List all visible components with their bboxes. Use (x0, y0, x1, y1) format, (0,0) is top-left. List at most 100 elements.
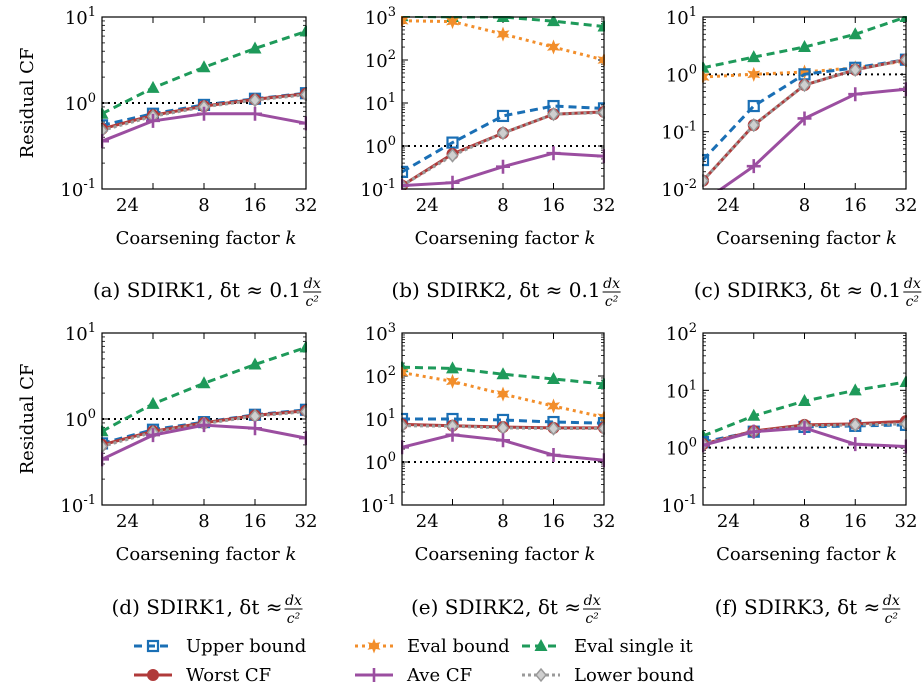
data-point-lower (849, 417, 862, 433)
data-point-single (299, 24, 307, 37)
chart-panel-4: 10-1 100 101 24 8 16 32 Coarsening factor k Resi… (17, 321, 317, 627)
data-point-ave (496, 159, 510, 174)
svg-text:dx: dx (304, 276, 321, 292)
series-line-single (101, 345, 307, 433)
plot-frame (101, 16, 307, 190)
y-tick-label: 10-2 (661, 177, 697, 201)
data-point-single (848, 27, 862, 40)
data-point-ave (797, 421, 812, 436)
x-axis-label: Coarsening factor k (716, 544, 897, 565)
x-tick-label: 8 (799, 511, 810, 532)
svg-text:dx: dx (883, 593, 900, 609)
y-axis-label: Residual CF (17, 364, 38, 475)
series-eval (401, 16, 605, 68)
caption-text: (a) SDIRK1, δt ≈ 0.1 (93, 278, 301, 302)
x-tick-label: 8 (497, 195, 508, 216)
data-point-single (248, 41, 262, 54)
data-point-ave (248, 421, 262, 436)
legend-label: Upper bound (186, 636, 306, 657)
chart-panel-6: 10-1 100 101 102 24 8 16 32 Coarsening factor k (… (661, 321, 917, 627)
data-point-lower (849, 62, 862, 77)
chart-panel-2: 10-1 100 101 102 103 24 8 16 32 Coarsening factor… (360, 5, 621, 310)
caption-text: (f) SDIRK3, δt ≈ (715, 595, 881, 619)
data-point-ave (848, 87, 863, 102)
x-axis-label: Coarsening factor k (116, 544, 297, 565)
x-axis-label: Coarsening factor k (415, 544, 596, 565)
series-line-upper (401, 104, 605, 174)
data-point-upper (446, 136, 459, 149)
data-point-ave (696, 195, 710, 209)
data-point-eval (597, 52, 605, 68)
legend-marker-lower (535, 667, 547, 683)
x-tick-label: 24 (116, 511, 139, 532)
series-line-single (702, 16, 907, 70)
series-line-upper (402, 417, 605, 425)
data-point-eval (446, 16, 459, 30)
data-point-eval (547, 39, 560, 55)
panel-caption: (e) SDIRK2, δt ≈ dx c² (411, 593, 602, 627)
data-point-ave (746, 424, 761, 439)
y-tick-label: 100 (666, 62, 697, 86)
legend-item-ave: Ave CF (355, 665, 472, 686)
x-tick-label: 32 (895, 511, 918, 532)
plot-frame (702, 16, 907, 190)
y-tick-label: 100 (365, 450, 396, 474)
legend: Upper bound Eval bound Eval single it Worst… (134, 636, 694, 686)
data-point-single (197, 376, 211, 389)
y-tick-label: 10-1 (60, 493, 96, 517)
legend-label: Eval bound (407, 636, 510, 657)
y-tick-label: 10-1 (60, 177, 96, 201)
svg-text:dx: dx (285, 593, 302, 609)
series-single (702, 16, 907, 73)
svg-text:c²: c² (906, 294, 920, 310)
x-tick-label: 16 (542, 195, 565, 216)
data-point-single (547, 16, 560, 27)
x-tick-label: 16 (244, 511, 267, 532)
caption-fraction: dx c² (903, 276, 922, 310)
y-tick-label: 10-1 (360, 493, 396, 517)
legend-label: Ave CF (406, 665, 472, 686)
y-axis-label: Residual CF (17, 48, 38, 159)
y-tick-label: 10-1 (661, 120, 697, 144)
caption-fraction: dx c² (303, 276, 322, 310)
data-point-eval (401, 16, 409, 29)
data-point-lower (547, 106, 560, 122)
y-tick-label: 102 (365, 48, 396, 72)
plot-frame (101, 332, 307, 506)
series-ave (696, 82, 907, 209)
data-point-ave (146, 428, 160, 443)
x-tick-label: 32 (593, 195, 616, 216)
data-point-single (101, 106, 109, 119)
data-point-single (197, 60, 211, 73)
data-point-ave (197, 418, 211, 433)
data-point-single (747, 408, 761, 421)
svg-text:dx: dx (584, 593, 601, 609)
y-tick-label: 103 (365, 5, 396, 29)
data-point-eval (401, 365, 409, 381)
y-tick-label: 10-1 (661, 493, 697, 517)
x-tick-label: 32 (295, 195, 318, 216)
data-point-eval (496, 26, 510, 42)
panel-caption: (a) SDIRK1, δt ≈ 0.1 dx c² (93, 276, 322, 310)
y-tick-label: 101 (365, 91, 396, 115)
series-lower (401, 105, 605, 190)
x-tick-label: 24 (717, 195, 740, 216)
data-point-ave (197, 106, 211, 121)
y-tick-label: 100 (65, 407, 96, 431)
svg-text:c²: c² (305, 294, 319, 310)
caption-fraction: dx c² (583, 593, 602, 627)
y-tick-label: 101 (65, 5, 96, 29)
data-point-ave (445, 175, 460, 190)
series-single (401, 360, 605, 390)
data-point-lower (747, 117, 760, 133)
legend-item-single: Eval single it (522, 636, 694, 657)
plot-frame (702, 332, 907, 506)
data-point-eval (496, 386, 510, 402)
series-worst (401, 105, 605, 190)
legend-marker-worst (147, 669, 159, 681)
data-point-single (146, 396, 160, 409)
data-point-lower (446, 148, 459, 163)
data-point-single (848, 383, 862, 396)
panel-caption: (d) SDIRK1, δt ≈ dx c² (111, 593, 303, 627)
x-tick-label: 32 (593, 511, 616, 532)
